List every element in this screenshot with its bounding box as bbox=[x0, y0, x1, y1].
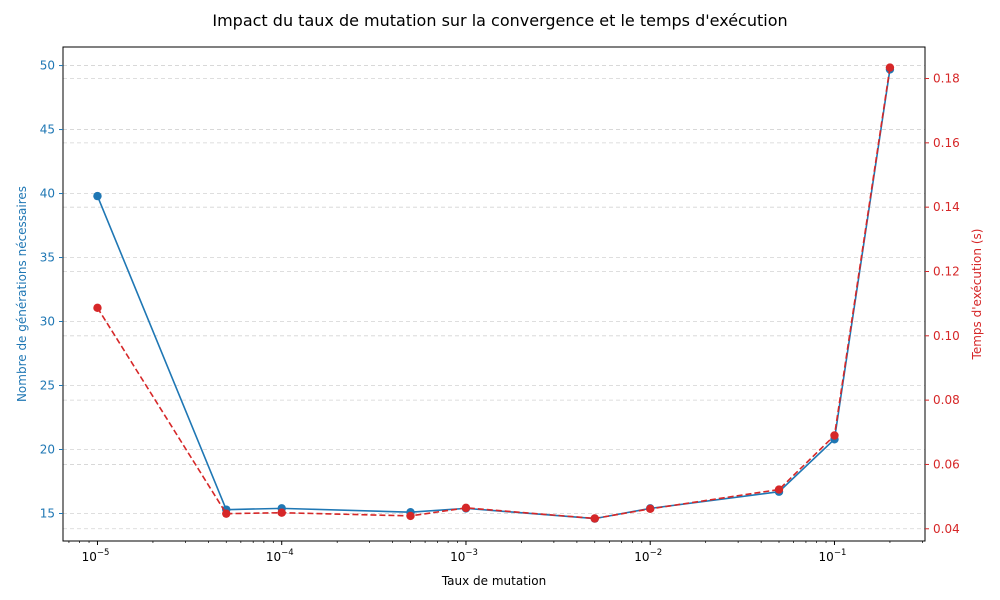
y-left-tick-label: 50 bbox=[40, 59, 55, 73]
y-right-tick-label: 0.12 bbox=[933, 264, 960, 278]
y-axis-right: 0.04 0.06 0.08 0.10 0.12 0.14 0.16 0.18 bbox=[925, 72, 960, 536]
chart-title: Impact du taux de mutation sur la conver… bbox=[212, 11, 787, 30]
x-axis-label: Taux de mutation bbox=[441, 574, 546, 588]
series-1-point-0 bbox=[93, 303, 102, 313]
grid bbox=[63, 65, 925, 530]
y-axis-left: 15 20 25 30 35 40 45 50 bbox=[40, 59, 63, 520]
x-tick-label: 10−3 bbox=[450, 548, 478, 564]
y-axis-right-label: Temps d'exécution (s) bbox=[970, 229, 984, 361]
y-right-tick-label: 0.06 bbox=[933, 457, 960, 471]
series-1-point-3 bbox=[406, 511, 415, 521]
y-left-tick-label: 35 bbox=[40, 251, 55, 265]
series-0-point-0 bbox=[93, 191, 102, 201]
y-left-tick-label: 40 bbox=[40, 187, 55, 201]
series-1-line bbox=[96, 67, 891, 520]
series-1-point-2 bbox=[277, 508, 286, 517]
y-right-tick-label: 0.18 bbox=[933, 72, 960, 86]
x-tick-label: 10−1 bbox=[819, 548, 847, 564]
y-axis-left-label: Nombre de générations nécessaires bbox=[15, 186, 29, 402]
series-1-point-7 bbox=[774, 485, 784, 494]
y-right-tick-label: 0.08 bbox=[933, 393, 960, 407]
y-left-tick-label: 20 bbox=[40, 442, 55, 456]
series-1-point-4 bbox=[461, 503, 471, 513]
y-left-tick-label: 25 bbox=[40, 379, 55, 393]
y-left-tick-label: 30 bbox=[40, 315, 55, 329]
x-tick-label: 10−5 bbox=[82, 548, 110, 564]
series-1-point-6 bbox=[646, 504, 655, 514]
y-right-tick-label: 0.04 bbox=[933, 522, 960, 536]
y-left-tick-label: 15 bbox=[40, 506, 55, 520]
x-tick-label: 10−4 bbox=[266, 548, 294, 564]
x-axis: 10−5 10−4 10−3 10−2 10−1 bbox=[68, 541, 923, 564]
y-left-tick-label: 45 bbox=[40, 123, 55, 137]
series-1-point-1 bbox=[222, 509, 231, 518]
y-right-tick-label: 0.16 bbox=[933, 136, 960, 150]
series bbox=[93, 63, 895, 523]
series-1-point-5 bbox=[590, 514, 599, 523]
y-right-tick-label: 0.14 bbox=[933, 200, 960, 214]
series-1-point-8 bbox=[830, 431, 839, 440]
y-right-tick-label: 0.10 bbox=[933, 329, 960, 343]
x-tick-label: 10−2 bbox=[634, 548, 662, 564]
plot-frame bbox=[62, 46, 926, 542]
series-1-point-9 bbox=[885, 63, 895, 72]
series-0-line bbox=[96, 69, 891, 520]
